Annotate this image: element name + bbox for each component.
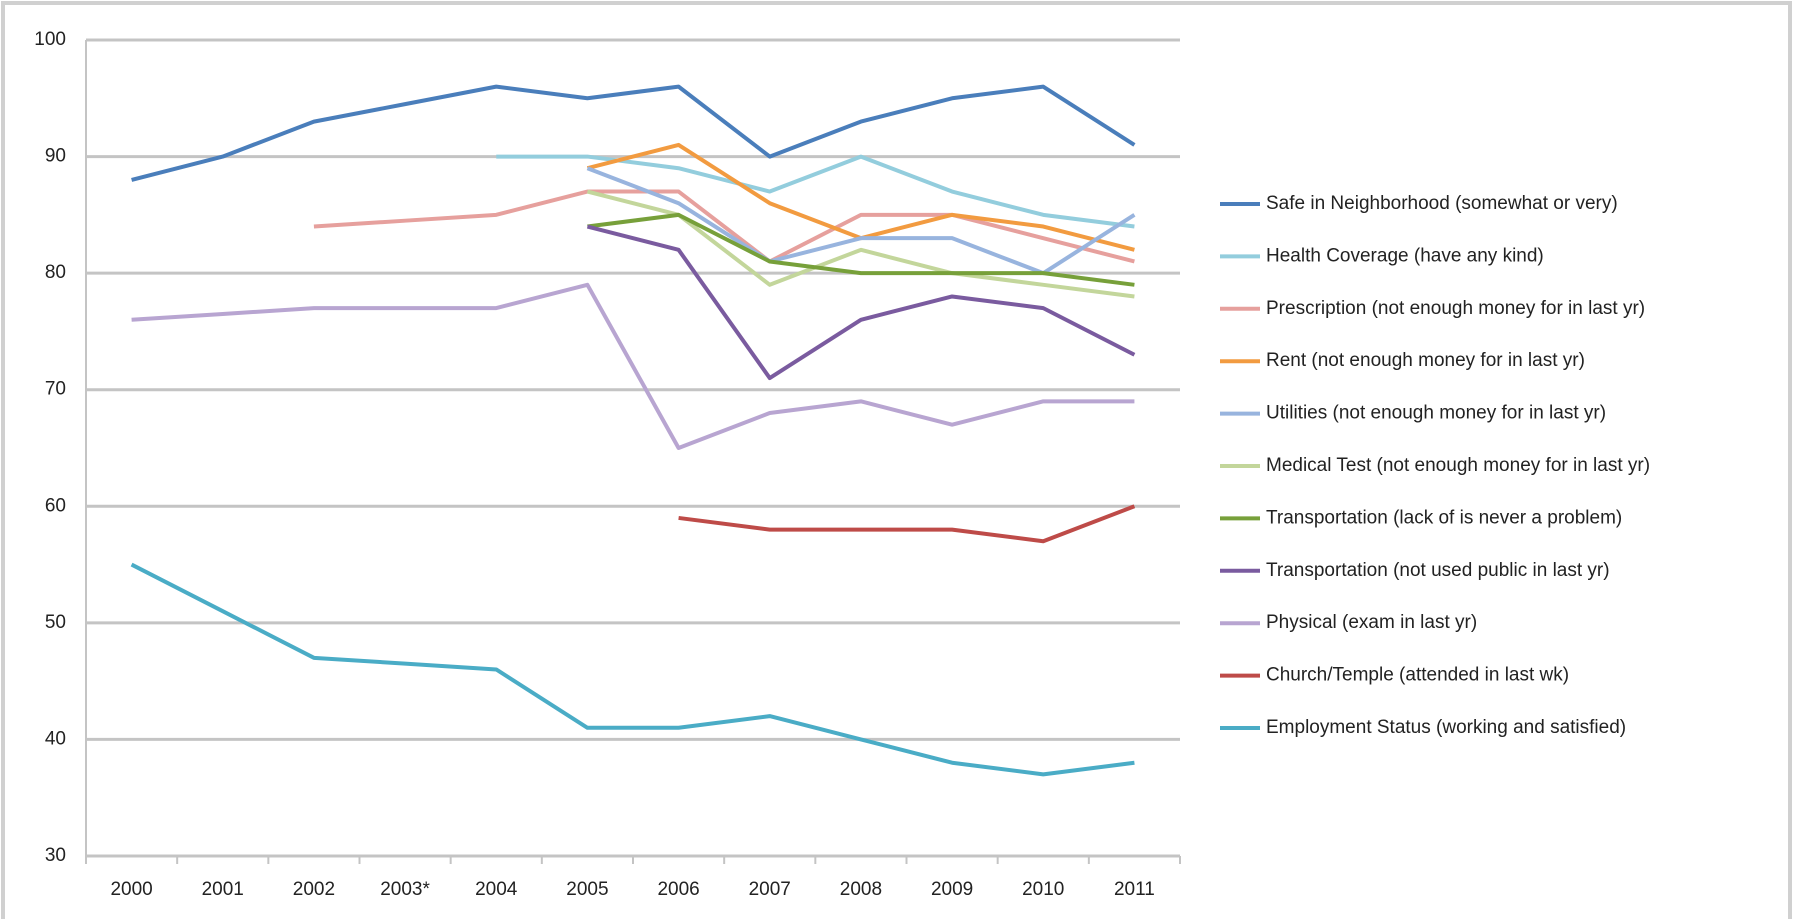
legend-label: Transportation (not used public in last … [1266, 560, 1610, 581]
x-tick-label: 2008 [840, 879, 882, 900]
y-tick-label: 70 [45, 379, 66, 400]
y-tick-label: 40 [45, 728, 66, 749]
x-tick-label: 2005 [566, 879, 608, 900]
legend-label: Health Coverage (have any kind) [1266, 245, 1544, 266]
legend-label: Prescription (not enough money for in la… [1266, 298, 1645, 319]
legend-label: Employment Status (working and satisfied… [1266, 717, 1626, 738]
legend-label: Safe in Neighborhood (somewhat or very) [1266, 193, 1618, 214]
legend-label: Utilities (not enough money for in last … [1266, 403, 1606, 424]
legend-label: Medical Test (not enough money for in la… [1266, 455, 1650, 476]
series-line [586, 189, 1135, 299]
y-tick-label: 100 [34, 29, 66, 50]
x-tick-label: 2006 [657, 879, 699, 900]
x-tick-label: 2009 [931, 879, 973, 900]
x-tick-label: 2011 [1114, 879, 1155, 900]
x-tick-label: 2000 [110, 879, 152, 900]
series-line [313, 189, 1135, 264]
y-tick-label: 50 [45, 612, 66, 633]
x-tick-label: 2001 [202, 879, 244, 900]
x-tick-label: 2003* [380, 879, 430, 900]
x-tick-label: 2010 [1022, 879, 1064, 900]
series-line [587, 212, 1135, 287]
series-line [586, 224, 1136, 381]
legend-label: Church/Temple (attended in last wk) [1266, 665, 1569, 686]
x-tick-label: 2002 [293, 879, 335, 900]
x-tick-label: 2007 [749, 879, 791, 900]
series-line [586, 142, 1135, 252]
y-tick-label: 90 [45, 146, 66, 167]
series-line [130, 562, 1135, 777]
series-line [586, 166, 1136, 276]
series-line [131, 84, 1136, 182]
series-line [496, 154, 1135, 229]
y-tick-label: 30 [45, 845, 66, 866]
y-tick-label: 80 [45, 262, 66, 283]
series-line [678, 504, 1136, 544]
legend-label: Rent (not enough money for in last yr) [1266, 350, 1585, 371]
legend-label: Transportation (lack of is never a probl… [1266, 507, 1622, 528]
legend-label: Physical (exam in last yr) [1266, 612, 1477, 633]
series-line [131, 282, 1135, 450]
y-tick-label: 60 [45, 495, 66, 516]
x-tick-label: 2004 [475, 879, 518, 900]
